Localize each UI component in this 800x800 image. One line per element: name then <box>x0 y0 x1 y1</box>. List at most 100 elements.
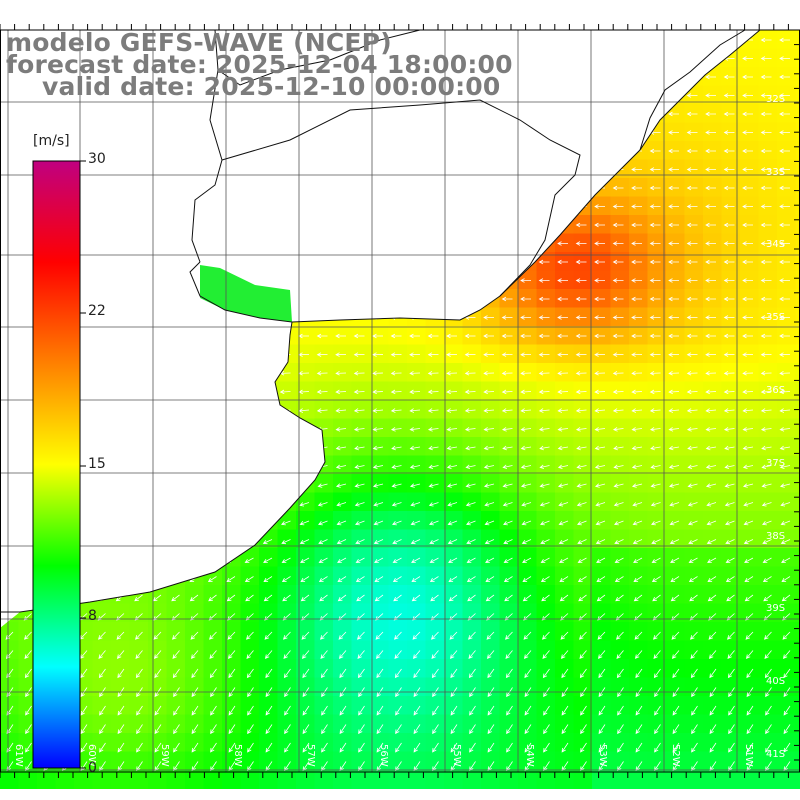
wind-speed-cell <box>499 733 519 752</box>
wind-speed-cell <box>721 289 741 308</box>
wind-arrow <box>265 705 273 716</box>
wind-speed-cell <box>758 289 778 308</box>
wind-arrow <box>668 259 679 265</box>
wind-speed-cell <box>666 585 685 604</box>
wind-arrow <box>705 333 716 339</box>
wind-arrow <box>300 557 310 563</box>
wind-arrow <box>501 389 513 395</box>
wind-speed-cell <box>481 363 500 382</box>
wind-speed-cell <box>610 566 630 586</box>
wind-arrow <box>727 668 735 679</box>
wind-speed-cell <box>481 770 500 789</box>
wind-arrow <box>746 668 754 679</box>
wind-speed-cell <box>703 770 722 789</box>
wind-speed-cell <box>795 659 800 678</box>
wind-arrow <box>483 427 495 432</box>
wind-speed-cell <box>703 104 722 123</box>
wind-speed-cell <box>499 548 519 567</box>
wind-arrow <box>80 742 88 753</box>
wind-speed-cell <box>647 363 667 382</box>
wind-speed-cell <box>721 714 741 734</box>
wind-arrow <box>686 296 698 302</box>
wind-speed-cell <box>259 751 278 771</box>
wind-speed-cell <box>721 196 741 216</box>
longitude-label: 61W <box>13 744 24 767</box>
wind-speed-cell <box>407 677 426 697</box>
wind-arrow <box>501 427 513 432</box>
wind-speed-cell <box>333 714 352 734</box>
wind-arrow <box>760 389 772 395</box>
wind-speed-cell <box>407 418 426 438</box>
wind-speed-cell <box>462 566 482 586</box>
wind-arrow <box>594 315 605 320</box>
wind-speed-cell <box>203 733 223 752</box>
wind-arrow <box>505 668 513 679</box>
wind-arrow <box>524 761 532 772</box>
wind-arrow <box>483 389 495 395</box>
wind-arrow <box>686 130 698 135</box>
wind-speed-cell <box>610 603 630 623</box>
wind-speed-cell <box>795 289 800 308</box>
latitude-label: 33S <box>766 167 785 178</box>
wind-speed-cell <box>666 733 685 752</box>
wind-speed-cell <box>666 677 685 697</box>
wind-speed-cell <box>573 455 593 475</box>
wind-speed-cell <box>684 751 704 771</box>
wind-speed-cell <box>647 455 667 475</box>
wind-speed-cell <box>444 770 463 789</box>
wind-speed-cell <box>666 307 685 327</box>
wind-arrow <box>686 111 698 117</box>
wind-speed-cell <box>296 326 315 345</box>
wind-arrow <box>631 333 642 339</box>
wind-speed-cell <box>610 178 630 197</box>
wind-arrow <box>395 705 402 716</box>
wind-arrow <box>651 576 661 583</box>
wind-arrow <box>631 370 643 376</box>
wind-arrow <box>650 483 661 488</box>
wind-arrow <box>427 370 439 376</box>
wind-arrow <box>686 241 698 246</box>
wind-speed-cell <box>573 585 593 604</box>
wind-speed-cell <box>573 270 593 290</box>
wind-arrow <box>538 427 550 432</box>
wind-speed-cell <box>610 307 630 327</box>
wind-arrow <box>520 408 532 413</box>
wind-arrow <box>779 483 791 488</box>
wind-speed-cell <box>721 270 741 290</box>
wind-arrow <box>781 594 791 602</box>
wind-speed-cell <box>647 215 667 234</box>
wind-arrow <box>779 464 791 469</box>
wind-arrow <box>427 427 439 432</box>
wind-speed-cell <box>647 344 667 364</box>
wind-arrow <box>631 204 642 209</box>
wind-speed-cell <box>351 363 371 382</box>
wind-speed-cell <box>407 400 426 419</box>
wind-speed-cell <box>499 751 519 771</box>
longitude-label: 60W <box>86 744 97 767</box>
wind-speed-cell <box>351 585 371 604</box>
wind-arrow <box>318 557 328 563</box>
latitude-label: 32S <box>766 94 785 105</box>
wind-arrow <box>191 742 199 753</box>
wind-speed-cell <box>684 733 704 752</box>
wind-arrow <box>596 576 606 583</box>
wind-arrow <box>173 705 180 716</box>
wind-speed-cell <box>740 326 759 345</box>
wind-arrow <box>575 389 587 395</box>
wind-arrow <box>725 539 735 545</box>
wind-speed-cell <box>610 751 630 771</box>
wind-speed-cell <box>388 585 408 604</box>
wind-arrow <box>227 650 236 659</box>
wind-speed-cell <box>629 363 648 382</box>
wind-arrow <box>579 650 587 659</box>
wind-speed-cell <box>684 363 704 382</box>
wind-arrow <box>779 408 791 413</box>
wind-arrow <box>779 427 791 432</box>
wind-speed-cell <box>462 603 482 623</box>
wind-arrow <box>464 408 476 413</box>
wind-speed-cell <box>129 677 149 697</box>
wind-speed-cell <box>370 474 389 493</box>
wind-speed-cell <box>481 677 500 697</box>
wind-speed-cell <box>536 696 556 715</box>
wind-speed-cell <box>314 677 334 697</box>
